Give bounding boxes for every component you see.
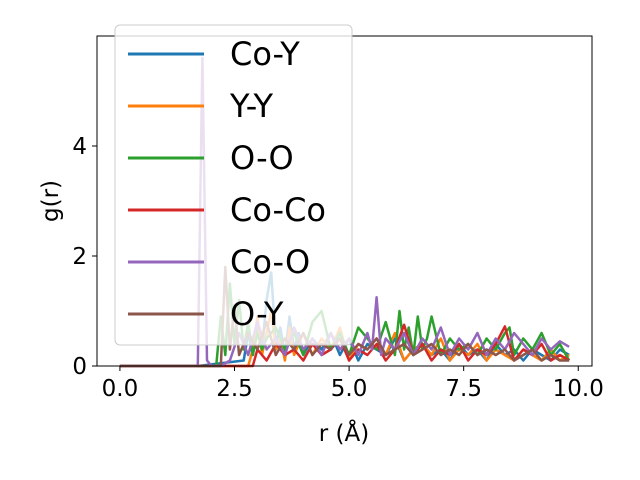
y-axis-label: g(r)	[38, 180, 64, 222]
x-tick-label: 10.0	[553, 376, 604, 402]
y-tick-label: 2	[72, 244, 87, 270]
y-tick-label: 4	[72, 134, 87, 160]
x-tick-label: 2.5	[216, 376, 253, 402]
x-tick-label: 0.0	[102, 376, 139, 402]
legend-label-o-o: O-O	[230, 139, 294, 177]
legend-label-co-co: Co-Co	[230, 191, 326, 229]
y-tick-label: 0	[72, 354, 87, 380]
legend-label-co-y: Co-Y	[230, 35, 300, 73]
x-axis-label: r (Å)	[319, 419, 369, 447]
legend-label-o-y: O-Y	[230, 295, 284, 333]
legend-label-y-y: Y-Y	[229, 87, 274, 125]
x-axis: 0.0 2.5 5.0 7.5 10.0	[102, 366, 604, 402]
legend: Co-Y Y-Y O-O Co-Co Co-O O-Y	[114, 24, 353, 346]
x-tick-label: 7.5	[445, 376, 482, 402]
x-tick-label: 5.0	[331, 376, 368, 402]
y-axis: 0 2 4	[72, 134, 97, 380]
legend-label-co-o: Co-O	[230, 243, 310, 281]
series-line-o-y	[119, 265, 570, 368]
